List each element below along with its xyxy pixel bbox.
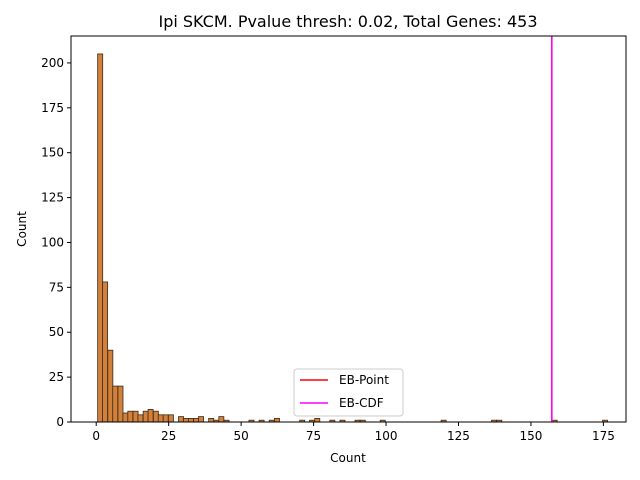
histogram-bar: [137, 414, 144, 423]
histogram-bar: [102, 281, 109, 423]
y-tick-label: 175: [41, 101, 64, 115]
y-tick-label: 150: [41, 146, 64, 160]
y-tick-label: 75: [49, 280, 64, 294]
histogram-bar: [198, 416, 204, 423]
histogram-bar: [218, 416, 225, 423]
x-tick-label: 75: [306, 429, 321, 443]
chart-title: Ipi SKCM. Pvalue thresh: 0.02, Total Gen…: [158, 12, 537, 31]
x-tick-label: 125: [447, 429, 470, 443]
axes-frame: [70, 35, 627, 423]
y-axis-ticks: 0 25 50 75 100 125 150 175 200: [41, 56, 71, 429]
y-tick-label: 125: [41, 191, 64, 205]
x-tick-label: 0: [92, 429, 100, 443]
legend-label: EB-Point: [339, 373, 389, 387]
legend: EB-Point EB-CDF: [293, 368, 404, 417]
histogram-bar: [274, 418, 280, 423]
histogram-bar: [193, 418, 200, 423]
histogram-bar: [187, 418, 194, 423]
x-tick-label: 175: [592, 429, 615, 443]
histogram-bar: [142, 410, 149, 423]
histogram-bar: [97, 53, 104, 423]
histogram-bar: [117, 385, 124, 423]
histogram-bar: [112, 385, 119, 423]
histogram-bar: [147, 409, 154, 423]
y-tick-label: 25: [49, 370, 64, 384]
histogram-bar: [152, 410, 159, 423]
histogram-bar: [183, 418, 189, 423]
x-tick-label: 50: [233, 429, 248, 443]
histogram-bar: [127, 410, 134, 423]
histogram-bar: [122, 412, 129, 423]
x-tick-label: 25: [161, 429, 176, 443]
y-tick-label: 200: [41, 56, 64, 70]
histogram-bar: [314, 418, 321, 423]
histogram-bar: [162, 414, 169, 423]
x-tick-label: 150: [519, 429, 542, 443]
legend-entries: EB-Point EB-CDF: [300, 373, 389, 410]
x-tick-label: 100: [375, 429, 398, 443]
y-tick-label: 0: [56, 415, 64, 429]
y-axis-label: Count: [15, 211, 29, 247]
histogram-bar: [107, 349, 114, 423]
x-axis-label: Count: [330, 451, 366, 465]
y-tick-label: 100: [41, 235, 64, 249]
histogram-bar: [208, 418, 215, 423]
legend-label: EB-CDF: [339, 396, 384, 410]
x-axis-ticks: 0 25 50 75 100 125 150 175: [92, 422, 615, 443]
histogram-bar: [178, 416, 184, 423]
histogram-bar: [132, 410, 139, 423]
histogram-bar: [167, 414, 174, 423]
histogram-bar: [157, 414, 164, 423]
y-tick-label: 50: [49, 325, 64, 339]
